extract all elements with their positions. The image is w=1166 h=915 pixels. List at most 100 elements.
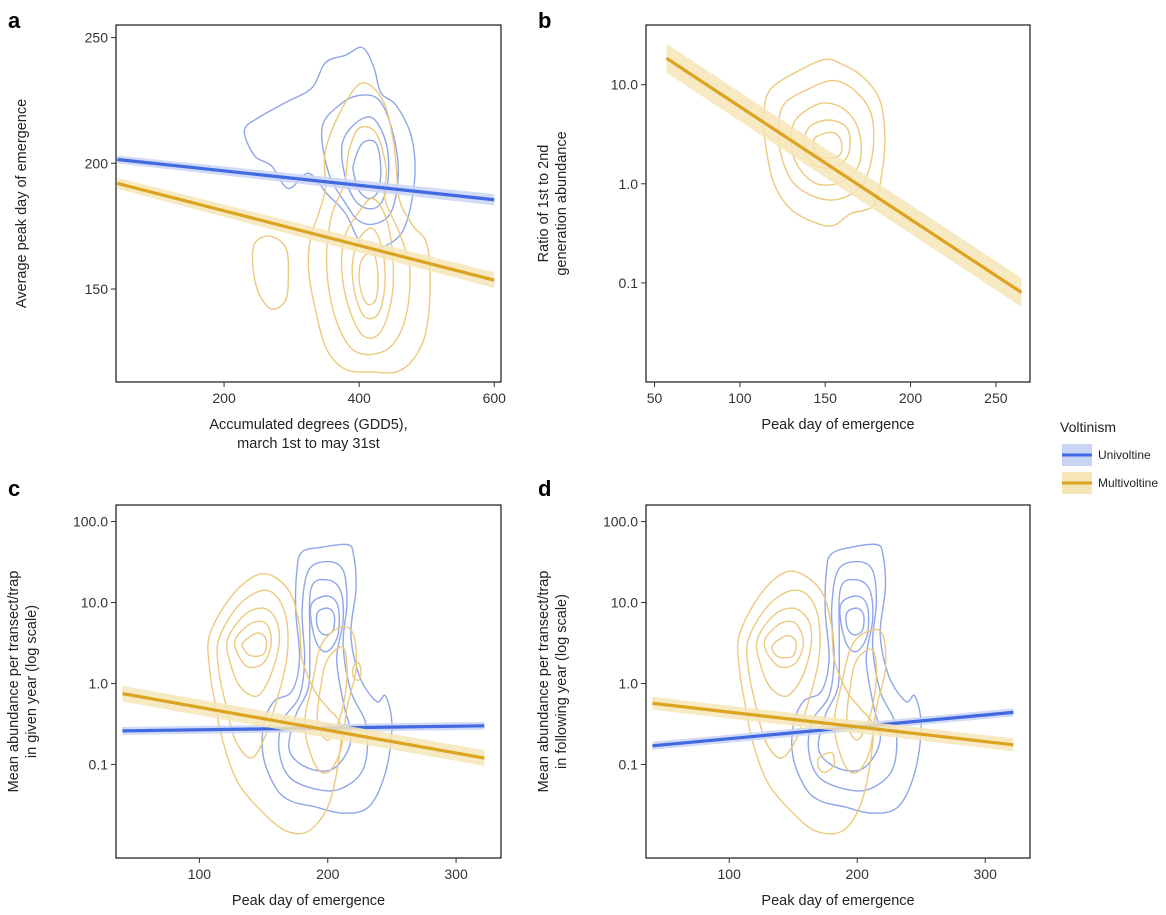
x-tick-label-c-300: 300 xyxy=(444,866,468,882)
density-contour-univoltine-c-3 xyxy=(309,595,340,653)
y-tick-label-c-10: 10.0 xyxy=(81,595,108,611)
density-contour-multivoltine-a-4 xyxy=(307,82,431,374)
legend-label-univoltine: Univoltine xyxy=(1098,448,1151,462)
x-axis-title-d: Peak day of emergence xyxy=(761,893,914,909)
legend-item-multivoltine: Multivoltine xyxy=(1062,472,1158,494)
plot-area-a xyxy=(116,46,495,374)
density-contour-multivoltine-c-5 xyxy=(207,572,342,835)
density-contour-multivoltine-d-7 xyxy=(755,607,813,698)
x-axis-title-c: Peak day of emergence xyxy=(232,893,385,909)
y-tick-label-c-0.1: 0.1 xyxy=(89,756,109,772)
panel-c: c 100 200 300 0.1 1.0 10.0 100.0 Peak day of em… xyxy=(6,476,502,909)
x-tick-label-b-200: 200 xyxy=(899,390,923,406)
legend-item-univoltine: Univoltine xyxy=(1062,444,1151,466)
legend-label-multivoltine: Multivoltine xyxy=(1098,476,1158,490)
panel-letter-a: a xyxy=(8,8,21,33)
y-tick-label-a-250: 250 xyxy=(85,30,109,46)
x-tick-label-a-400: 400 xyxy=(347,390,371,406)
y-tick-label-a-200: 200 xyxy=(85,155,109,171)
x-tick-label-b-100: 100 xyxy=(728,390,752,406)
y-axis-title-line-c-0: Mean abundance per transect/trap xyxy=(6,571,22,793)
regression-line-multivoltine-b xyxy=(665,56,1023,294)
plot-frame-d xyxy=(645,504,1031,859)
density-contour-univoltine-d-1 xyxy=(807,560,898,792)
x-tick-label-c-200: 200 xyxy=(316,866,340,882)
x-tick-label-d-200: 200 xyxy=(846,866,870,882)
y-tick-label-d-100: 100.0 xyxy=(603,514,638,530)
panel-letter-c: c xyxy=(8,476,20,501)
density-contour-multivoltine-d-6 xyxy=(746,589,821,759)
density-contour-multivoltine-c-10 xyxy=(303,625,358,774)
density-contour-multivoltine-b-1 xyxy=(777,79,875,201)
x-axis-title-line-d-0: Peak day of emergence xyxy=(761,893,914,909)
density-contour-multivoltine-d-9 xyxy=(771,634,797,659)
panel-c-plot: 100 200 300 0.1 1.0 10.0 100.0 Peak day of emer… xyxy=(6,504,502,909)
panel-a-plot: 200 400 600 150 200 250 Accumulated degrees (G… xyxy=(14,24,507,452)
regression-line-multivoltine-c xyxy=(122,692,485,760)
density-contour-multivoltine-a-9 xyxy=(358,250,379,306)
plot-frame-c xyxy=(115,504,502,859)
x-tick-label-d-300: 300 xyxy=(974,866,998,882)
panel-letter-d: d xyxy=(538,476,551,501)
y-axis-title-c: Mean abundance per transect/trap in given… xyxy=(6,571,40,793)
legend-title: Voltinism xyxy=(1060,419,1116,435)
x-tick-label-a-600: 600 xyxy=(483,390,507,406)
density-contour-univoltine-d-3 xyxy=(839,595,870,653)
panel-d-plot: 100 200 300 0.1 1.0 10.0 100.0 Peak day of emer… xyxy=(536,504,1031,909)
density-contour-multivoltine-d-12 xyxy=(816,751,836,774)
y-axis-title-line-b-0: Ratio of 1st to 2nd xyxy=(536,145,552,263)
panel-d: d 100 200 300 0.1 1.0 10.0 100.0 Peak day of em… xyxy=(536,476,1031,909)
y-axis-title-line-b-1: generation abundance xyxy=(554,131,570,275)
x-tick-label-d-100: 100 xyxy=(718,866,742,882)
plot-frame-b xyxy=(645,24,1031,383)
density-contour-univoltine-c-0 xyxy=(261,543,393,814)
plot-area-d xyxy=(652,543,1014,835)
x-tick-label-a-200: 200 xyxy=(212,390,236,406)
panel-b-plot: 50 100 150 200 250 0.1 1.0 10.0 Peak day of emer… xyxy=(536,24,1031,433)
density-contour-univoltine-d-2 xyxy=(817,578,882,772)
y-tick-label-d-10: 10.0 xyxy=(611,595,638,611)
density-contour-multivoltine-d-8 xyxy=(763,620,805,669)
x-axis-title-line-a-0: Accumulated degrees (GDD5), xyxy=(209,417,407,433)
y-tick-label-b-10: 10.0 xyxy=(611,77,638,93)
y-axis-title-line-d-0: Mean abundance per transect/trap xyxy=(536,571,552,793)
y-tick-label-c-1: 1.0 xyxy=(89,675,109,691)
density-contour-multivoltine-c-9 xyxy=(241,632,268,658)
y-tick-label-b-0.1: 0.1 xyxy=(619,275,639,291)
density-contour-multivoltine-c-8 xyxy=(233,620,273,669)
regression-line-univoltine-a xyxy=(117,157,495,202)
density-contour-multivoltine-a-8 xyxy=(351,227,386,320)
plot-area-b xyxy=(665,43,1023,307)
y-axis-title-line-a-0: Average peak day of emergence xyxy=(14,99,30,308)
plot-frame-a xyxy=(115,24,502,383)
x-tick-label-b-250: 250 xyxy=(984,390,1008,406)
density-contour-univoltine-d-4 xyxy=(845,607,865,636)
panel-a: a 200 400 600 150 200 250 Accumulated degrees … xyxy=(8,8,506,452)
y-tick-label-a-150: 150 xyxy=(85,281,109,297)
density-contour-univoltine-d-0 xyxy=(791,543,922,814)
panel-b: b 50 100 150 200 250 0.1 1.0 10.0 Peak day of em… xyxy=(536,8,1031,433)
density-contour-univoltine-c-4 xyxy=(315,607,336,636)
plot-area-c xyxy=(122,543,485,835)
x-tick-label-c-100: 100 xyxy=(188,866,212,882)
density-contour-univoltine-c-1 xyxy=(277,560,369,792)
y-tick-label-d-1: 1.0 xyxy=(619,675,639,691)
density-contour-multivoltine-c-12 xyxy=(352,661,362,682)
density-contour-multivoltine-a-7 xyxy=(341,197,395,339)
density-contour-multivoltine-d-5 xyxy=(736,570,874,835)
x-axis-title-line-a-1: march 1st to may 31st xyxy=(237,436,380,452)
y-axis-title-d: Mean abundance per transect/trap in follo… xyxy=(536,571,570,793)
x-axis-title-a: Accumulated degrees (GDD5), march 1st to … xyxy=(209,417,407,452)
density-contour-univoltine-a-2 xyxy=(340,116,390,210)
y-tick-label-d-0.1: 0.1 xyxy=(619,756,639,772)
density-contour-multivoltine-a-5 xyxy=(251,235,290,311)
regression-line-multivoltine-a xyxy=(116,181,495,282)
panel-letter-b: b xyxy=(538,8,551,33)
density-contour-multivoltine-d-10 xyxy=(833,628,887,774)
x-tick-label-b-50: 50 xyxy=(647,390,663,406)
y-axis-title-line-c-1: in given year (log scale) xyxy=(24,605,40,758)
y-axis-title-b: Ratio of 1st to 2nd generation abundance xyxy=(536,131,570,275)
regression-line-multivoltine-d xyxy=(652,701,1014,747)
x-axis-title-line-c-0: Peak day of emergence xyxy=(232,893,385,909)
